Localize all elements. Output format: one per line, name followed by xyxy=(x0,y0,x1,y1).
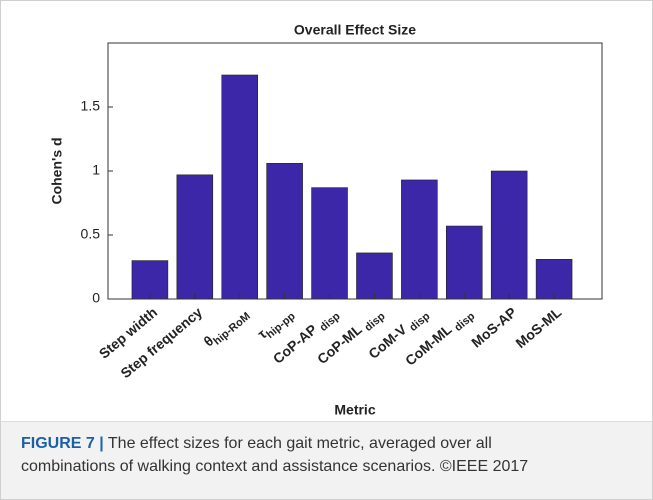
bar xyxy=(131,260,169,300)
bar xyxy=(266,163,303,300)
x-axis-label: Metric xyxy=(334,402,375,418)
bar xyxy=(311,187,348,300)
x-tick-label-sub: disp xyxy=(362,310,387,334)
x-tick-label-sub: disp xyxy=(452,310,477,334)
x-tick-label-sub: disp xyxy=(407,310,432,334)
x-tick-label-sub: disp xyxy=(318,310,343,334)
bar xyxy=(401,179,438,300)
caption: FIGURE 7 | The effect sizes for each gai… xyxy=(1,421,652,499)
x-tick-label-sub: hip-RoM xyxy=(211,310,252,347)
x-tick-label: θhip-RoM xyxy=(200,304,252,353)
bar xyxy=(176,174,214,300)
x-tick-label: CoM-ML disp xyxy=(402,304,478,372)
y-tick-label: 0.5 xyxy=(81,226,101,242)
bar xyxy=(221,74,258,300)
bar xyxy=(446,225,483,300)
bar xyxy=(535,259,573,300)
caption-separator: | xyxy=(99,435,104,452)
x-tick-label: Step frequency xyxy=(117,304,205,381)
caption-line: The effect sizes for each gait metric, a… xyxy=(107,435,492,452)
bar xyxy=(356,252,393,300)
x-tick-label: MoS-AP xyxy=(468,304,519,351)
plot-frame xyxy=(107,42,603,300)
y-axis-label: Cohen's d xyxy=(49,137,65,204)
bar xyxy=(490,170,528,300)
x-tick-label: MoS-ML xyxy=(512,304,564,352)
caption-line: combinations of walking context and assi… xyxy=(21,458,529,475)
caption-label: FIGURE 7 xyxy=(21,435,95,452)
y-tick-label: 0 xyxy=(92,290,100,306)
chart: Overall Effect Size Metric Cohen's d 0 0.… xyxy=(49,22,603,418)
y-tick-label: 1 xyxy=(92,162,100,178)
chart-title: Overall Effect Size xyxy=(294,22,416,38)
y-tick-label: 1.5 xyxy=(81,98,101,114)
